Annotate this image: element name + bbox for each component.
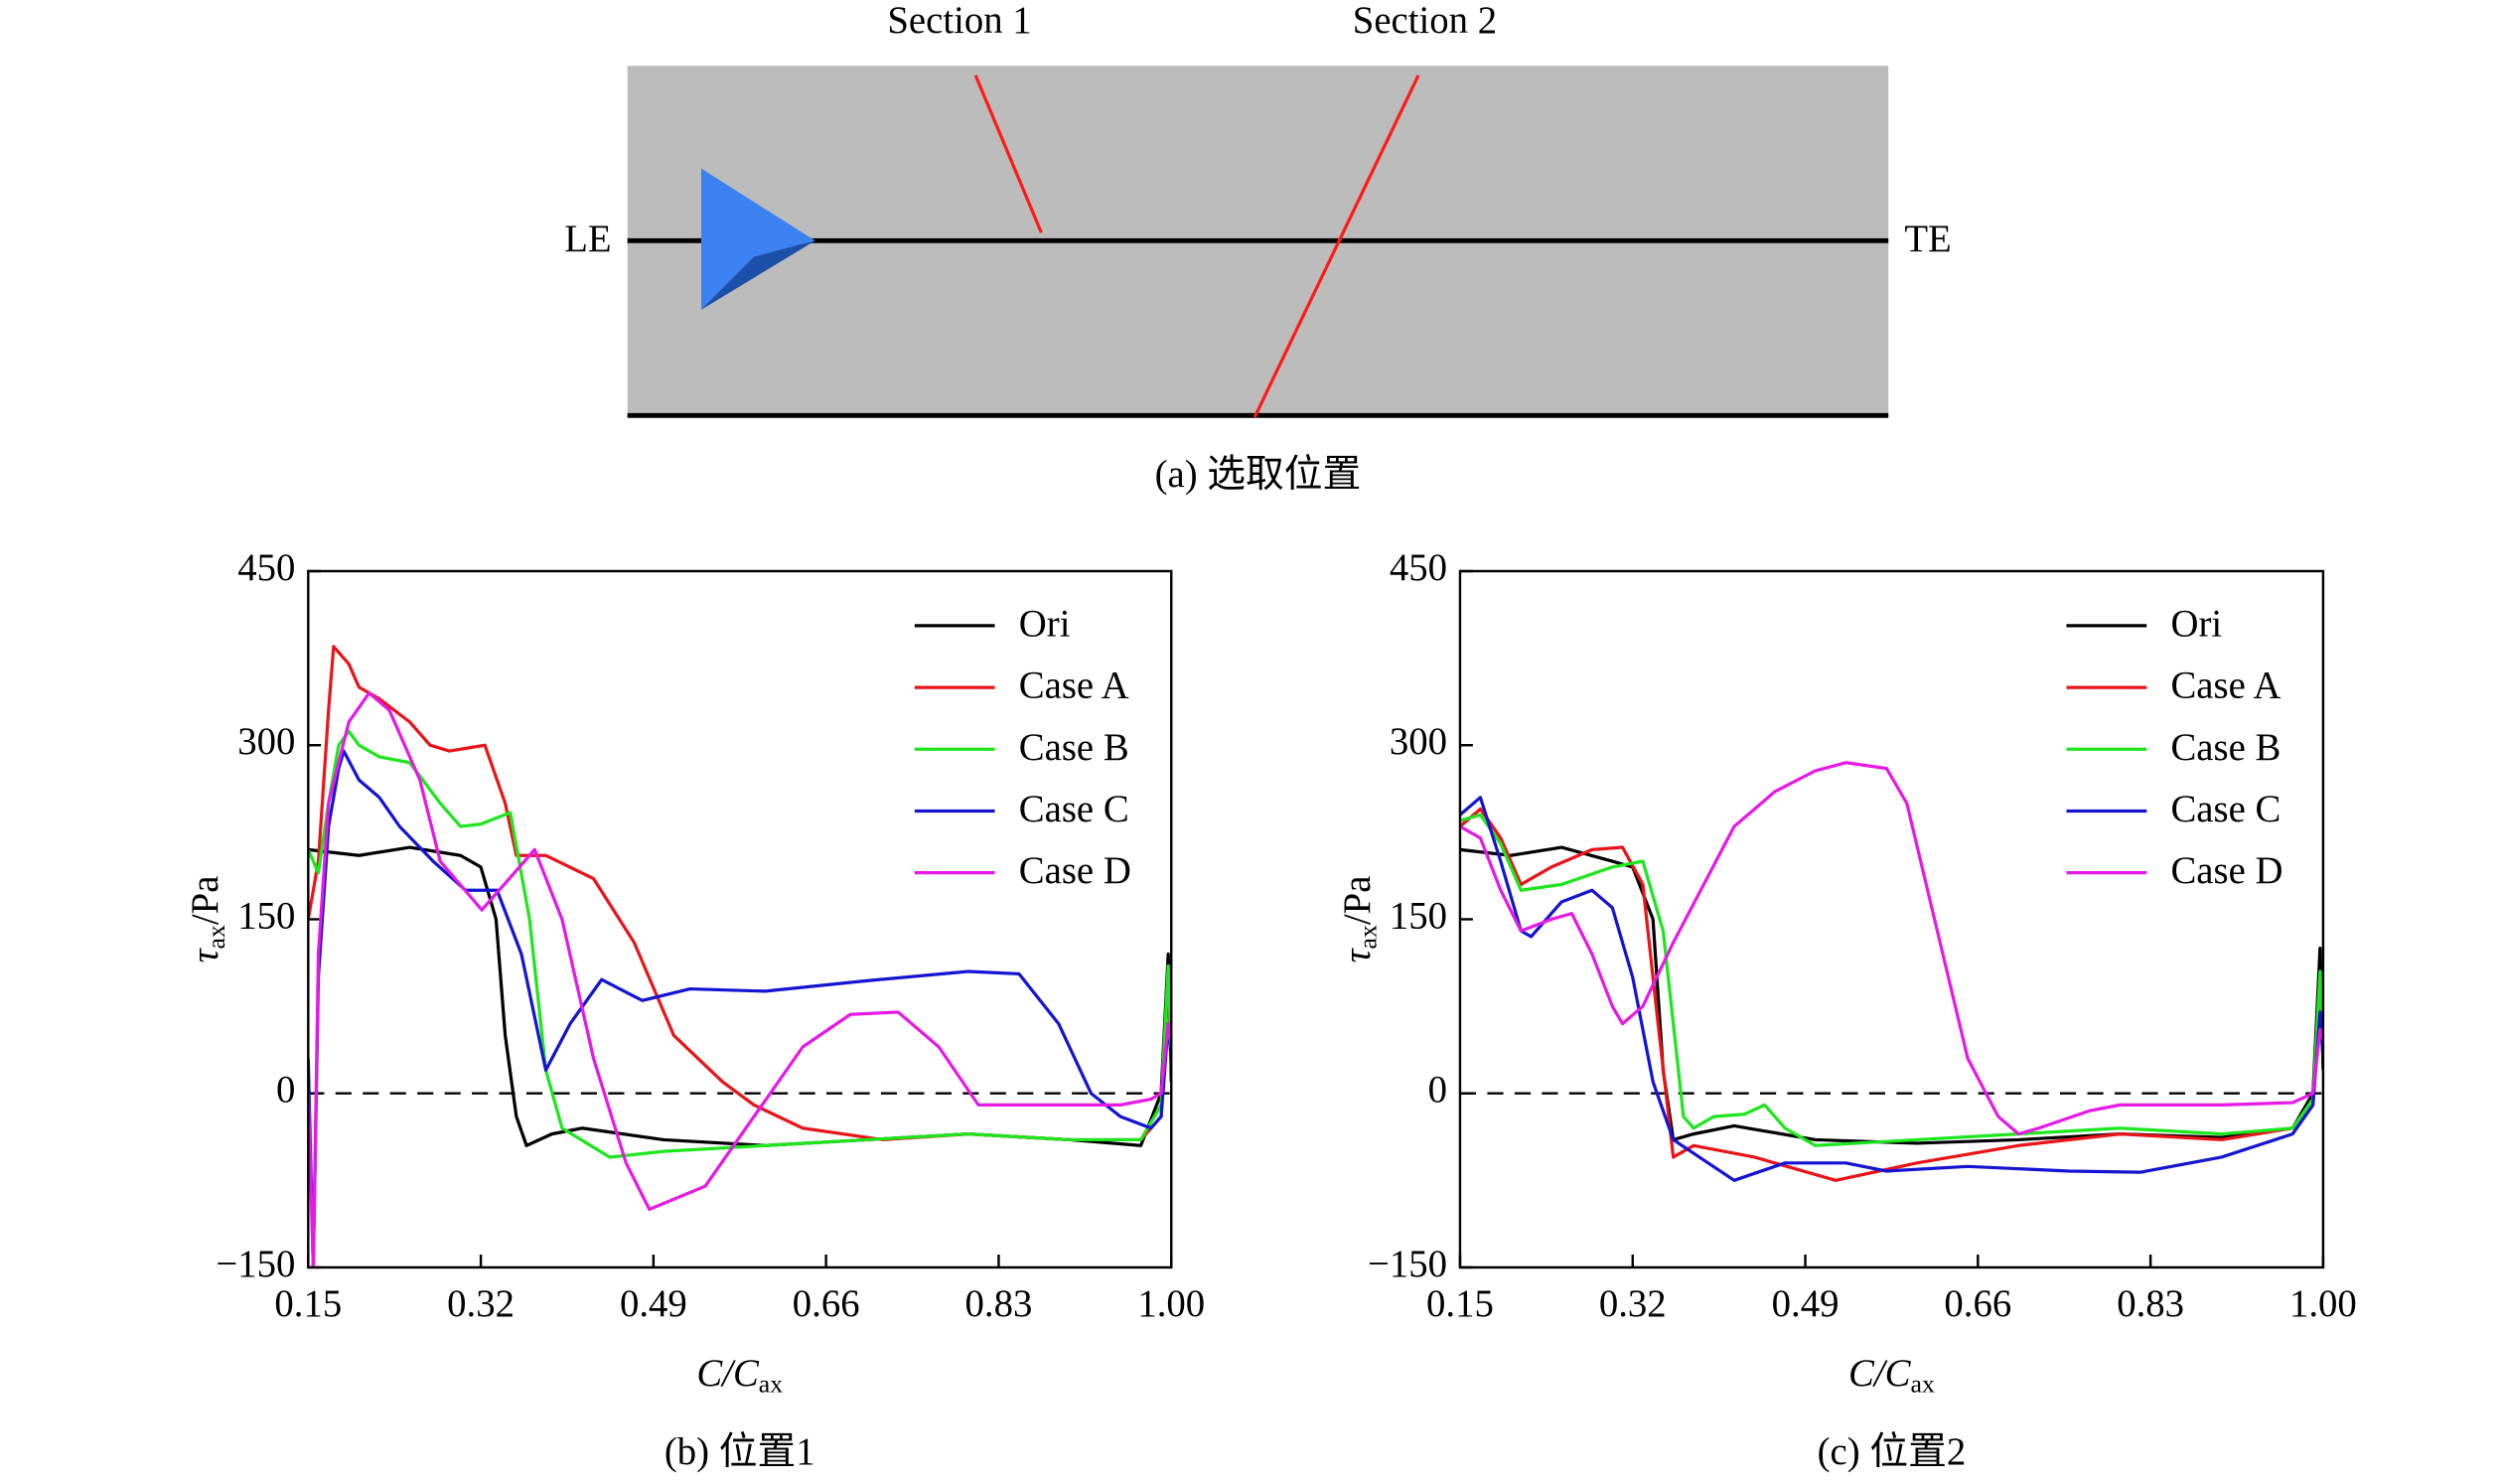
y-tick-label: 150 bbox=[1390, 894, 1447, 937]
series-line bbox=[1459, 796, 2323, 1182]
caption: (a) 选取位置 bbox=[1155, 453, 1362, 496]
x-tick-label: 0.49 bbox=[1772, 1282, 1840, 1325]
legend-label: Case D bbox=[2170, 849, 2282, 892]
y-axis-label-main: τ bbox=[184, 947, 226, 963]
y-tick-label: 0 bbox=[276, 1069, 295, 1112]
y-axis-label: τax/Pa bbox=[1336, 876, 1383, 964]
x-tick-label: 1.00 bbox=[2289, 1282, 2357, 1325]
x-tick-label: 0.49 bbox=[620, 1282, 687, 1325]
x-tick-label: 0.32 bbox=[447, 1282, 515, 1325]
plot-area bbox=[308, 645, 1172, 1267]
section-label: Section 1 bbox=[887, 0, 1031, 42]
axes-frame bbox=[1458, 569, 2325, 1269]
y-tick-label: 450 bbox=[237, 546, 295, 589]
y-tick-label: −150 bbox=[1368, 1243, 1447, 1285]
legend-label: Case B bbox=[2170, 726, 2281, 769]
y-axis-label-main: τ bbox=[1336, 947, 1379, 963]
y-axis-label-sub: ax bbox=[202, 925, 230, 949]
x-tick-label: 0.83 bbox=[2117, 1282, 2184, 1325]
diagram: Section 1 Section 2 LE TE (a) 选取位置 bbox=[564, 0, 1951, 496]
plot-area bbox=[1459, 761, 2323, 1182]
x-axis-label: C/Cax bbox=[696, 1352, 783, 1399]
y-tick-label: −150 bbox=[216, 1243, 295, 1285]
series-line bbox=[1459, 813, 2323, 1147]
caption: (c) 位置2 bbox=[1818, 1430, 1967, 1473]
x-tick-label: 0.15 bbox=[1426, 1282, 1494, 1325]
y-tick-label: 0 bbox=[1428, 1069, 1447, 1112]
legend-label: Case D bbox=[1019, 849, 1131, 892]
vortex-generator-shade bbox=[701, 240, 815, 310]
edge-label: LE bbox=[564, 218, 611, 260]
legend-label: Case A bbox=[1019, 665, 1129, 707]
x-tick-label: 0.83 bbox=[965, 1282, 1033, 1325]
x-tick-label: 0.32 bbox=[1599, 1282, 1667, 1325]
x-axis-label: C/Cax bbox=[1848, 1352, 1935, 1399]
series-line bbox=[1459, 807, 2323, 1182]
x-tick-label: 0.66 bbox=[1944, 1282, 2011, 1325]
legend-label: Ori bbox=[1019, 602, 1071, 645]
y-tick-label: 150 bbox=[237, 894, 295, 937]
legend-label: Ori bbox=[2170, 602, 2222, 645]
x-axis-label-main: C/C bbox=[696, 1352, 760, 1395]
x-axis-label-sub: ax bbox=[1910, 1369, 1934, 1398]
y-axis-label-unit: /Pa bbox=[1336, 876, 1379, 926]
axes-frame bbox=[307, 569, 1173, 1269]
y-tick-label: 450 bbox=[1390, 546, 1447, 589]
y-axis-label: τax/Pa bbox=[184, 876, 230, 964]
series-line bbox=[1459, 761, 2323, 1136]
legend-label: Case C bbox=[2170, 788, 2281, 830]
x-axis-label-sub: ax bbox=[759, 1369, 783, 1398]
legend-label: Case A bbox=[2170, 665, 2281, 707]
x-tick-label: 0.66 bbox=[793, 1282, 860, 1325]
x-axis-label-main: C/C bbox=[1848, 1352, 1912, 1395]
chart: −150 0 150 300 450 0.15 0.32 0.49 0.66 0.83 1.00 Or… bbox=[1336, 546, 2357, 1473]
caption: (b) 位置1 bbox=[664, 1430, 815, 1473]
legend-label: Case B bbox=[1019, 726, 1129, 769]
section-label: Section 2 bbox=[1353, 0, 1497, 42]
chart: −150 0 150 300 450 0.15 0.32 0.49 0.66 0.83 1.00 Or… bbox=[184, 546, 1205, 1473]
x-tick-label: 0.15 bbox=[274, 1282, 342, 1325]
y-axis-label-unit: /Pa bbox=[184, 876, 226, 926]
series-line bbox=[308, 729, 1172, 1159]
vortex-generator bbox=[701, 168, 815, 310]
series-line bbox=[308, 691, 1172, 1267]
section-2-line bbox=[1252, 74, 1420, 418]
series-line bbox=[308, 645, 1172, 1142]
legend-label: Case C bbox=[1019, 788, 1129, 830]
y-tick-label: 300 bbox=[237, 720, 295, 763]
series-line bbox=[308, 749, 1172, 1267]
y-axis-label-sub: ax bbox=[1353, 925, 1382, 949]
section-1-line bbox=[973, 74, 1043, 233]
edge-label: TE bbox=[1904, 218, 1951, 260]
x-tick-label: 1.00 bbox=[1137, 1282, 1205, 1325]
y-tick-label: 300 bbox=[1390, 720, 1447, 763]
